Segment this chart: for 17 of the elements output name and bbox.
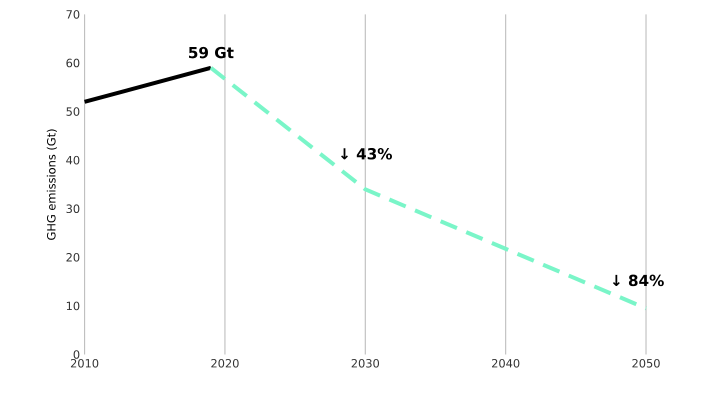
annotation: ↓ 84%	[612, 274, 664, 286]
annotation: 59 Gt	[189, 46, 234, 58]
y-tick-label: 50	[66, 107, 80, 116]
x-tick-label: 2010	[70, 359, 98, 368]
y-tick-label: 60	[66, 58, 80, 68]
y-tick-label: 30	[66, 204, 80, 214]
y-tick-label: 20	[66, 253, 80, 262]
x-tick-label: 2050	[632, 359, 660, 368]
y-tick-label: 0	[74, 350, 80, 359]
y-tick-label: 40	[66, 156, 80, 165]
y-tick-label: 10	[66, 302, 80, 310]
x-tick-label: 2030	[352, 359, 380, 368]
x-tick-label: 2020	[211, 359, 239, 368]
x-tick-label: 2040	[492, 359, 520, 368]
annotation: ↓ 43%	[341, 148, 392, 160]
y-tick-label: 70	[66, 10, 80, 19]
y-axis-title: GHG emissions (Gt)	[46, 130, 57, 240]
